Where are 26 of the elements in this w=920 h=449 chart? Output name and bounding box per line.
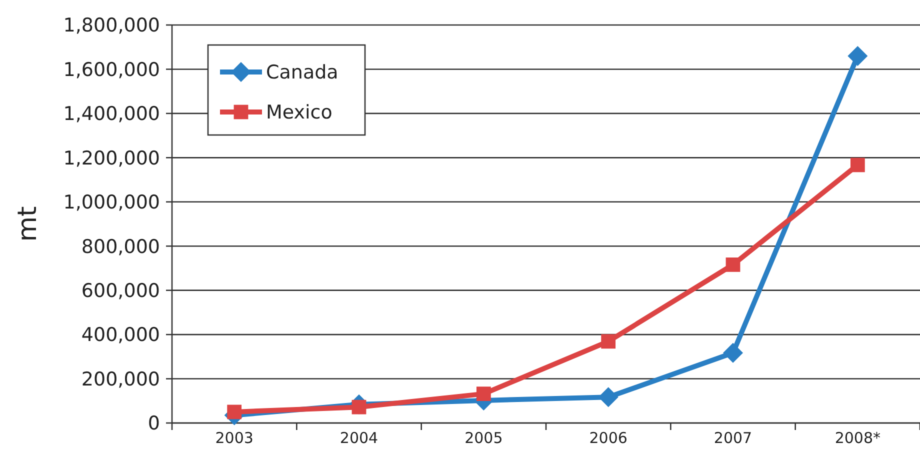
y-tick-label: 600,000	[81, 280, 160, 302]
y-tick-label: 1,600,000	[63, 58, 160, 81]
point	[476, 386, 491, 402]
y-tick-label: 800,000	[81, 236, 160, 258]
legend-label: Canada	[266, 62, 338, 84]
legend-label: Mexico	[266, 102, 332, 124]
y-tick-label: 0	[148, 412, 160, 435]
x-tick-label: 2007	[714, 429, 752, 447]
x-tick-label: 2006	[589, 429, 628, 447]
point	[601, 334, 616, 349]
x-tick-label: 2008*	[834, 429, 881, 447]
x-tick-label: 2003	[215, 429, 254, 447]
y-tick-label: 1,000,000	[63, 192, 160, 214]
x-tick-label: 2004	[340, 429, 378, 447]
x-tick-label: 2005	[464, 429, 503, 447]
y-tick-label: 1,800,000	[63, 14, 160, 37]
point	[227, 404, 242, 420]
y-axis-title: mt	[13, 206, 43, 242]
y-tick-label: 200,000	[81, 368, 160, 390]
point	[726, 257, 740, 272]
y-tick-label: 1,200,000	[63, 147, 160, 170]
point	[848, 46, 868, 66]
point	[723, 342, 743, 363]
y-tick-label: 1,400,000	[63, 103, 160, 126]
point	[850, 158, 865, 172]
y-tick-label: 400,000	[81, 324, 160, 346]
